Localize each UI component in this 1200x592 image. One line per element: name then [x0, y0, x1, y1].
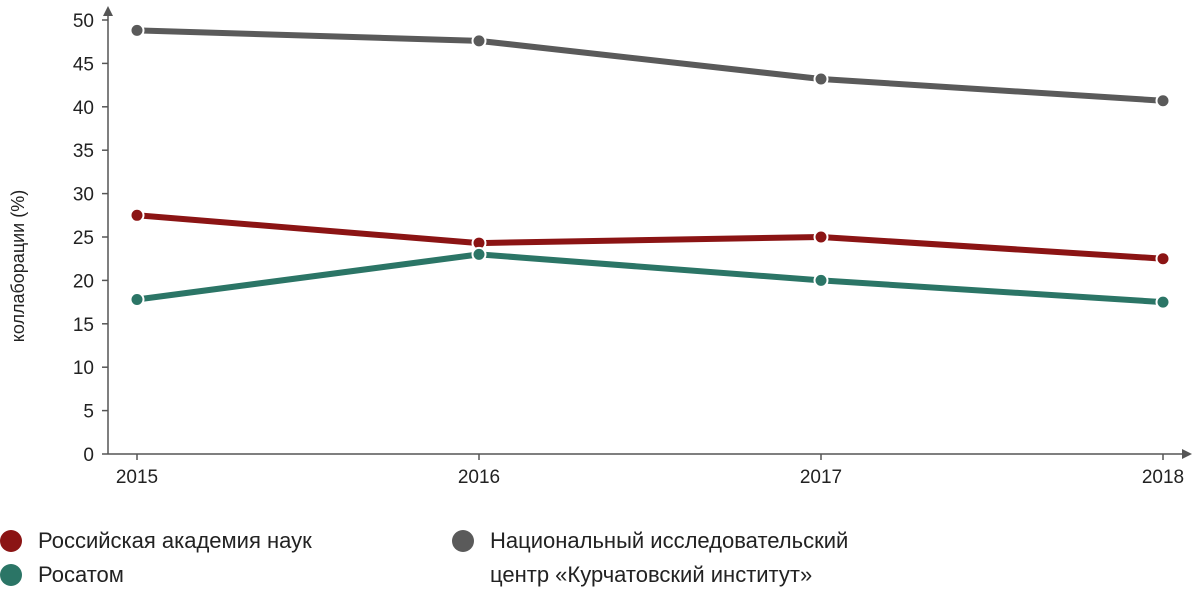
data-point [813, 229, 829, 245]
series-group [129, 22, 1171, 310]
legend-label-kurchatov: Национальный исследовательский центр «Кур… [490, 524, 848, 592]
legend-item-rosatom: Росатом [0, 558, 124, 592]
y-tick-label: 30 [73, 185, 94, 206]
legend-item-ran: Российская академия наук [0, 524, 312, 558]
x-tick-label: 2018 [1142, 467, 1184, 488]
x-tick-label: 2016 [458, 467, 500, 488]
series-line [134, 212, 1166, 262]
data-point [813, 71, 829, 87]
series-line [134, 251, 1166, 306]
legend-label-kurchatov-line1: Национальный исследовательский [490, 528, 849, 553]
data-point [1155, 251, 1171, 267]
legend-item-kurchatov: Национальный исследовательский центр «Кур… [452, 524, 848, 592]
x-axis-arrow [1182, 449, 1192, 459]
legend-marker-rosatom [0, 564, 22, 586]
y-tick-label: 15 [73, 315, 94, 336]
legend-label-kurchatov-line2: центр «Курчатовский институт» [490, 562, 813, 587]
series-line [134, 27, 1166, 104]
x-ticks: 2015 2016 2017 2018 [116, 454, 1184, 488]
y-tick-label: 20 [73, 271, 94, 292]
legend-marker-kurchatov [452, 530, 474, 552]
legend-label-ran: Российская академия наук [38, 528, 312, 553]
data-point [1155, 294, 1171, 310]
y-tick-label: 0 [83, 445, 94, 466]
data-point [471, 246, 487, 262]
y-tick-label: 40 [73, 98, 94, 119]
data-point [813, 272, 829, 288]
data-point [1155, 93, 1171, 109]
x-tick-label: 2017 [800, 467, 842, 488]
y-axis-label: коллаборации (%) [8, 190, 28, 342]
y-tick-label: 25 [73, 228, 94, 249]
line-chart: 0 5 10 15 20 25 30 35 40 45 50 2015 2016 2017 2018 ко… [8, 6, 1192, 488]
y-axis-arrow [103, 6, 113, 16]
y-tick-label: 45 [73, 54, 94, 75]
y-tick-label: 5 [83, 402, 94, 423]
data-point [129, 207, 145, 223]
y-ticks: 0 5 10 15 20 25 30 35 40 45 50 [73, 11, 108, 466]
data-point [471, 33, 487, 49]
data-point [129, 22, 145, 38]
y-tick-label: 10 [73, 358, 94, 379]
legend: Российская академия наук Росатом Национа… [0, 520, 1200, 588]
y-tick-label: 50 [73, 11, 94, 32]
axes [103, 6, 1192, 459]
y-tick-label: 35 [73, 141, 94, 162]
data-point [129, 291, 145, 307]
legend-label-rosatom: Росатом [38, 562, 124, 587]
legend-marker-ran [0, 530, 22, 552]
x-tick-label: 2015 [116, 467, 158, 488]
